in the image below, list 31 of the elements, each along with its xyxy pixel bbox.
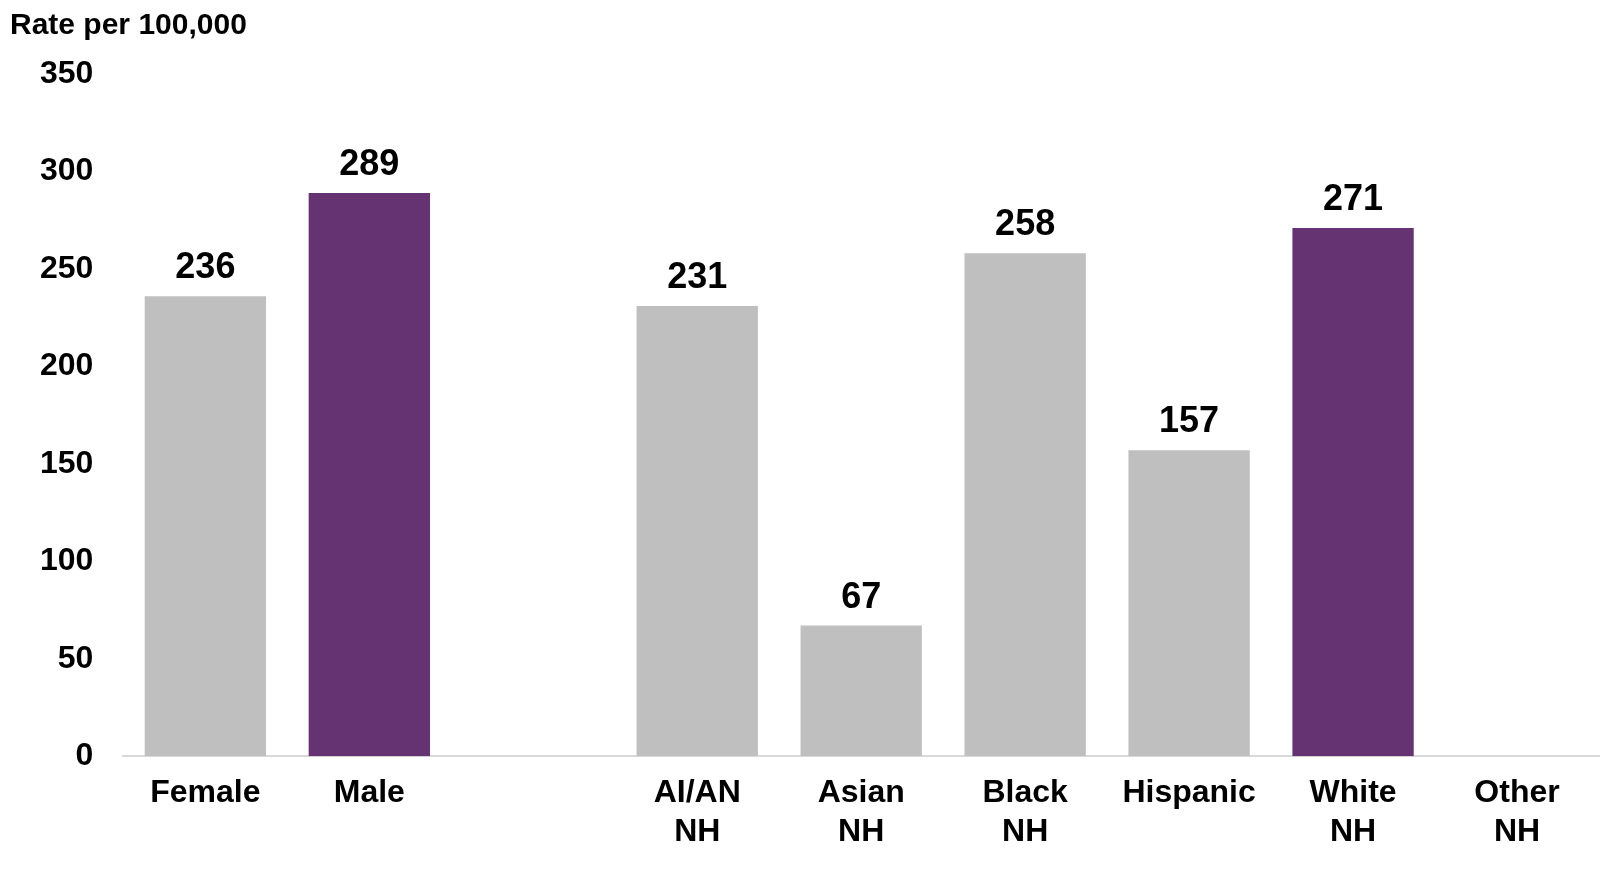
x-tick-label: Asian NH [817, 773, 905, 848]
bar [1128, 450, 1250, 757]
y-tick-label: 100 [40, 541, 94, 578]
y-tick-label: 300 [40, 151, 94, 188]
data-label: 289 [339, 141, 400, 183]
y-tick-label: 150 [40, 443, 94, 480]
bar [1292, 227, 1414, 757]
x-tick-label: Female [150, 773, 261, 810]
y-tick-label: 250 [40, 248, 94, 285]
data-label: 236 [175, 245, 236, 287]
x-tick-label: White NH [1309, 773, 1397, 848]
bar [144, 296, 267, 757]
x-tick-label: Male [333, 773, 405, 810]
y-tick-label: 350 [40, 53, 94, 90]
x-tick-label: Other NH [1474, 773, 1560, 848]
data-label: 231 [667, 254, 728, 296]
bar [964, 253, 1086, 757]
data-label: 67 [841, 574, 882, 616]
x-tick-label: AI/AN NH [653, 773, 741, 848]
y-axis-title: Rate per 100,000 [10, 7, 247, 41]
data-label: 271 [1323, 176, 1384, 218]
bar [636, 305, 758, 757]
y-tick-label: 50 [57, 638, 94, 675]
x-tick-label: Hispanic [1122, 773, 1256, 810]
y-tick-label: 0 [75, 736, 94, 773]
x-tick-label: Black NH [982, 773, 1069, 848]
y-tick-label: 200 [40, 346, 94, 383]
bar [800, 625, 922, 757]
bar [308, 192, 430, 757]
data-label: 258 [995, 202, 1056, 244]
data-label: 157 [1159, 399, 1220, 441]
